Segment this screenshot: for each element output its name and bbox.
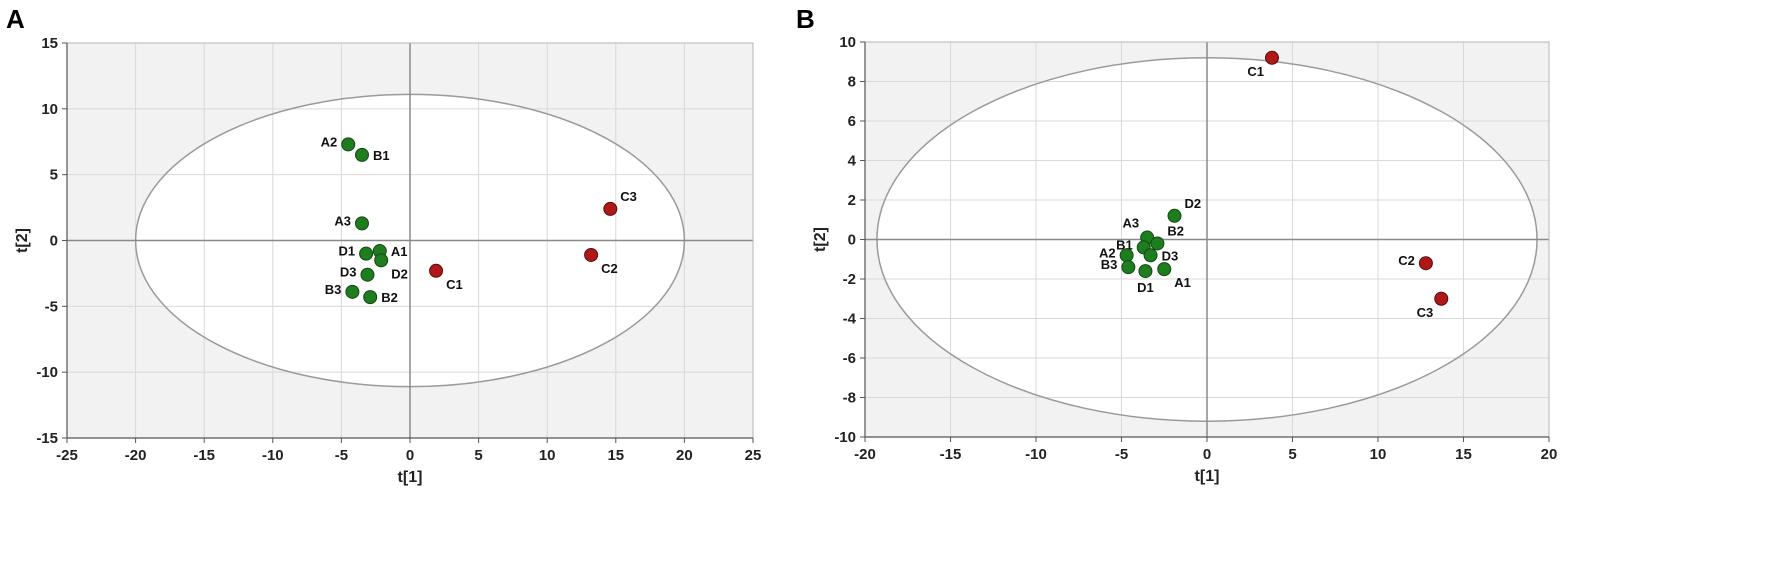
point-c3 [603,201,618,216]
point-a2 [341,137,356,152]
point-c2 [1418,256,1433,271]
y-tick-label: 4 [848,153,857,170]
point-c1 [429,263,444,278]
point-label: B3 [325,282,342,297]
y-tick-label: -6 [843,350,856,367]
point-label: B2 [1167,223,1184,238]
panel-letter: B [796,4,815,34]
x-tick-label: 5 [474,447,482,464]
point-label: B3 [1101,257,1118,272]
y-tick-label: 5 [50,167,58,184]
point-label: D3 [340,265,357,280]
y-tick-label: -15 [36,430,58,447]
point-b3 [345,284,360,299]
point-a2 [1119,248,1134,263]
x-tick-label: -20 [854,446,876,463]
x-tick-label: 5 [1288,446,1296,463]
point-label: A1 [1174,275,1191,290]
point-d1 [359,246,374,261]
y-tick-label: 6 [848,113,856,130]
x-tick-label: -10 [262,447,284,464]
y-tick-label: -4 [843,311,857,328]
x-tick-label: -10 [1025,446,1047,463]
y-axis-title: t[2] [812,227,829,252]
point-label: C1 [1247,64,1264,79]
point-a1 [1157,262,1172,277]
x-tick-label: -15 [940,446,962,463]
panel-letter: A [6,4,25,34]
x-tick-label: -15 [193,447,215,464]
point-d1 [1138,264,1153,279]
point-d3 [1143,248,1158,263]
point-label: D2 [1185,196,1202,211]
point-label: C1 [446,277,463,292]
point-label: B1 [373,148,390,163]
y-tick-label: -2 [843,271,856,288]
point-label: D3 [1162,248,1179,263]
x-tick-label: 20 [1541,446,1558,463]
point-label: C2 [1398,253,1415,268]
point-b2 [363,290,378,305]
point-label: B2 [381,290,398,305]
point-c2 [584,247,599,262]
y-tick-label: 0 [50,233,58,250]
point-c3 [1434,291,1449,306]
point-label: D2 [391,266,408,281]
point-c1 [1264,50,1279,65]
x-tick-label: 0 [406,447,414,464]
x-tick-label: -5 [335,447,348,464]
point-a3 [354,216,369,231]
x-tick-label: 10 [539,447,556,464]
x-tick-label: 0 [1203,446,1211,463]
point-d3 [360,267,375,282]
y-tick-label: 15 [41,35,58,52]
x-tick-label: 20 [676,447,693,464]
y-tick-label: 2 [848,192,856,209]
point-label: A2 [321,134,338,149]
y-tick-label: 10 [41,101,58,118]
point-b3 [1121,260,1136,275]
point-label: C3 [620,189,637,204]
x-tick-label: 15 [1455,446,1472,463]
point-d2 [374,253,389,268]
point-label: A3 [334,213,351,228]
panel-a: A -25 -20 -15 -10 -5 0 5 10 15 20 25 -15 -10 -5 0 5 10 15 t… [6,4,761,486]
y-tick-label: 10 [839,34,856,51]
y-tick-label: -10 [36,364,58,381]
y-tick-label: -10 [834,429,856,446]
x-tick-label: 15 [607,447,624,464]
x-tick-label: -5 [1115,446,1128,463]
y-tick-label: 8 [848,74,856,91]
panel-b: B-20 -15 -10 -5 0 5 10 15 20-10-8-6-4-20246810t[… [796,4,1557,485]
point-label: D1 [338,244,355,259]
point-label: C2 [601,261,618,276]
point-label: A1 [391,244,408,259]
point-b1 [354,147,369,162]
x-axis-title: t[1] [1195,468,1220,485]
x-tick-label: -20 [125,447,147,464]
point-label: D1 [1137,280,1154,295]
x-axis-title: t[1] [398,469,423,486]
x-tick-label: 25 [745,447,762,464]
point-b2 [1150,236,1165,251]
y-tick-label: -8 [843,390,856,407]
point-d2 [1167,208,1182,223]
x-tick-label: 10 [1370,446,1387,463]
point-label: C3 [1417,305,1434,320]
y-axis-title: t[2] [14,228,31,253]
point-label: A3 [1123,216,1140,231]
y-tick-label: 0 [848,232,856,249]
point-label: A2 [1099,245,1116,260]
x-tick-label: -25 [56,447,78,464]
y-tick-label: -5 [45,298,58,315]
